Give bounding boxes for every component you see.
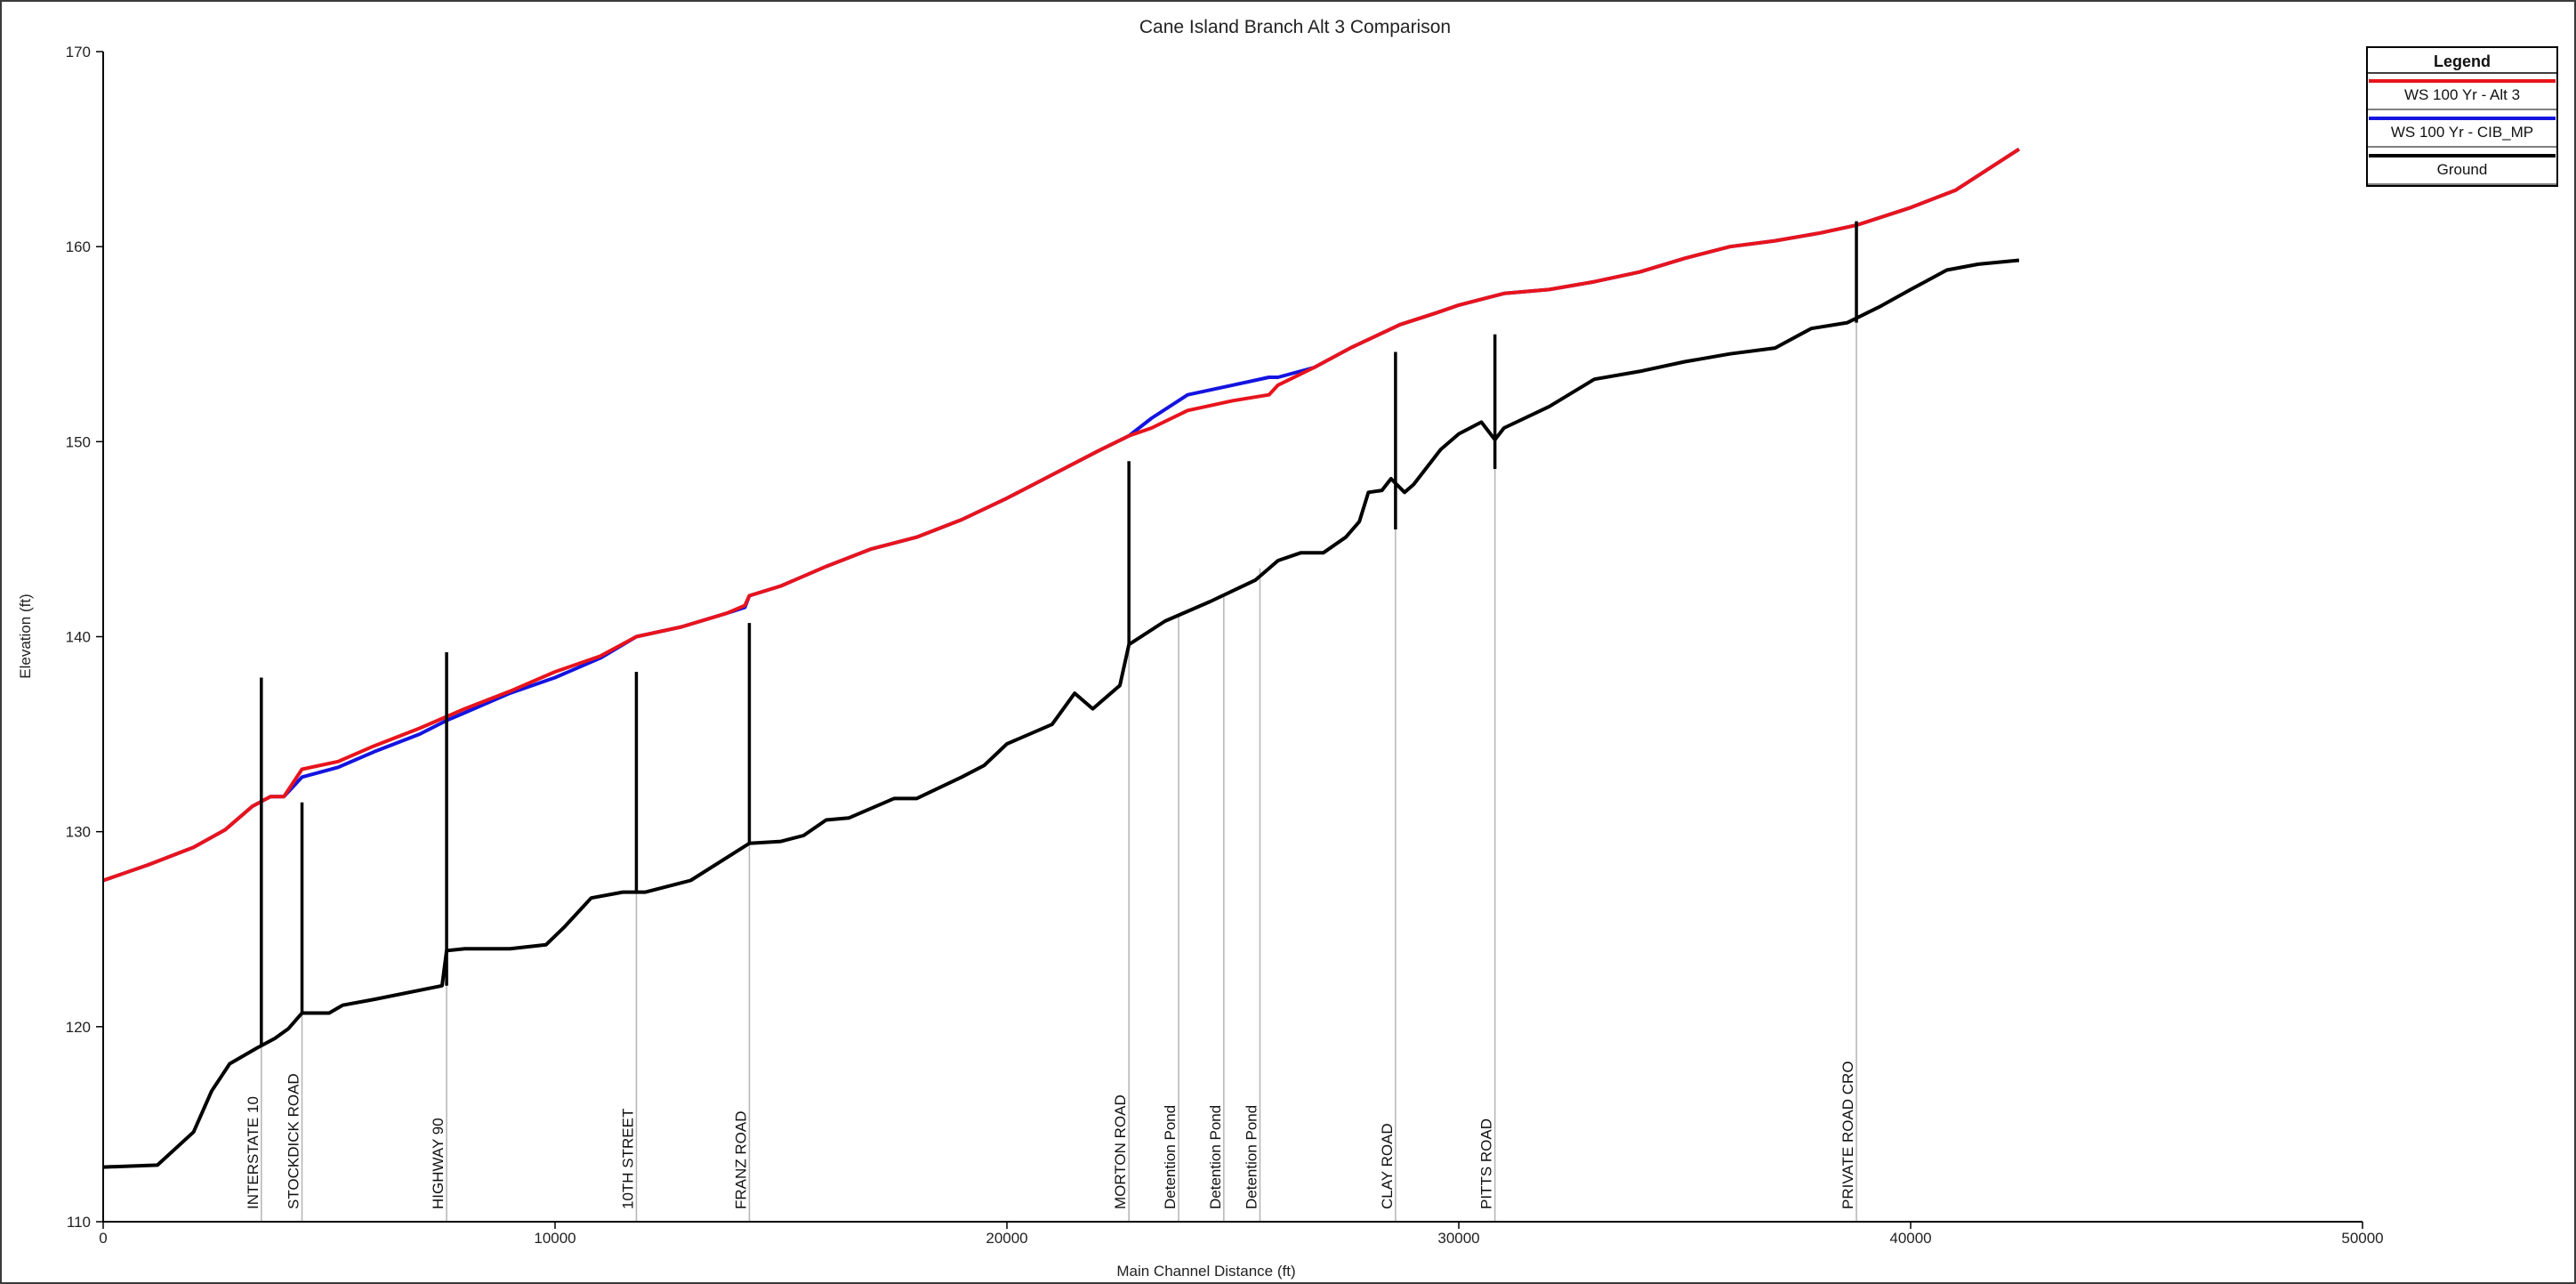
- legend-entry-label: Ground: [2437, 161, 2488, 178]
- structure-label: MORTON ROAD: [1112, 1094, 1129, 1209]
- y-tick-label: 160: [66, 238, 91, 255]
- x-tick-label: 50000: [2341, 1230, 2383, 1247]
- structure-label: Detention Pond: [1243, 1105, 1260, 1209]
- y-axis-title: Elevation (ft): [17, 594, 34, 678]
- y-tick-label: 110: [67, 1214, 91, 1231]
- series-line-ws-100-yr-alt-3: [102, 147, 2020, 883]
- y-tick-label: 140: [66, 629, 91, 646]
- structure-label: STOCKDICK ROAD: [286, 1073, 302, 1209]
- structure-label: PITTS ROAD: [1478, 1118, 1495, 1209]
- structure-label: 10TH STREET: [619, 1109, 636, 1209]
- x-tick-label: 30000: [1437, 1230, 1479, 1247]
- x-tick-label: 0: [99, 1230, 107, 1247]
- series-line-ground: [102, 258, 2020, 1169]
- structure-label: INTERSTATE 10: [245, 1096, 262, 1209]
- y-tick-label: 170: [66, 44, 91, 61]
- reference-lines: [261, 322, 1857, 1222]
- structure-labels: INTERSTATE 10 STOCKDICK ROAD HIGHWAY 90 10T…: [245, 1061, 1856, 1209]
- structure-label: Detention Pond: [1207, 1105, 1224, 1209]
- y-tick-label: 150: [66, 433, 91, 450]
- structure-label: HIGHWAY 90: [430, 1118, 447, 1209]
- x-axis-title: Main Channel Distance (ft): [1116, 1263, 1295, 1280]
- structure-label: PRIVATE ROAD CRO: [1839, 1061, 1856, 1209]
- structure-layer: [260, 221, 1858, 1045]
- structure-label: CLAY ROAD: [1379, 1123, 1396, 1209]
- x-tick-label: 40000: [1889, 1230, 1931, 1247]
- x-tick-label: 20000: [986, 1230, 1027, 1247]
- legend-entries: WS 100 Yr - Alt 3 WS 100 Yr - CIB_MP Groun…: [2367, 79, 2557, 185]
- axes: [102, 52, 2363, 1223]
- legend: Legend WS 100 Yr - Alt 3 WS 100 Yr - CIB_…: [2366, 46, 2558, 187]
- structure-label: Detention Pond: [1162, 1105, 1179, 1209]
- legend-entry-label: WS 100 Yr - CIB_MP: [2391, 124, 2533, 141]
- legend-entry-label: WS 100 Yr - Alt 3: [2404, 86, 2520, 103]
- series-line-ws-100-yr-cib-mp: [102, 147, 2020, 883]
- ticks: 0 10000 20000 30000 40000 50000 110 120 130 140 15…: [66, 44, 2384, 1247]
- y-tick-label: 120: [66, 1019, 91, 1036]
- chart-title: Cane Island Branch Alt 3 Comparison: [1139, 17, 1451, 37]
- series-layer: [102, 147, 2020, 1169]
- legend-title: Legend: [2434, 52, 2491, 70]
- x-tick-label: 10000: [534, 1230, 576, 1247]
- y-tick-label: 130: [66, 824, 91, 841]
- structure-label: FRANZ ROAD: [732, 1111, 749, 1210]
